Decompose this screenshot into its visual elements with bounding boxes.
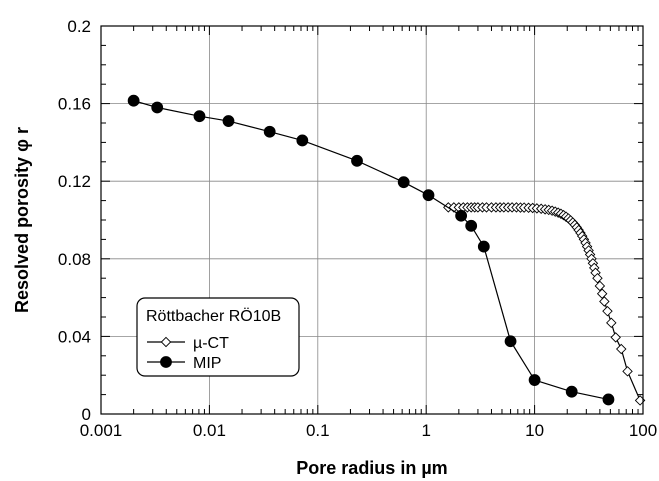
data-point-mip xyxy=(602,393,615,406)
data-point-micro-ct xyxy=(610,332,621,343)
data-point-mip xyxy=(296,134,309,147)
series-mip xyxy=(127,94,615,406)
series-line-mip xyxy=(133,100,609,401)
data-point-micro-ct xyxy=(622,366,633,377)
x-tick-label: 0.001 xyxy=(80,421,123,440)
data-point-micro-ct xyxy=(606,317,617,329)
legend-label-micro-ct: µ-CT xyxy=(193,335,229,352)
data-point-micro-ct xyxy=(594,280,606,292)
plot-frame xyxy=(100,25,644,415)
tick-labels: 0.001 0.01 0.1 1 10 100 0 0.04 0.08 0.12 0.16 0.2 xyxy=(58,17,657,440)
data-point-mip xyxy=(455,209,468,222)
y-tick-label: 0.2 xyxy=(67,17,91,36)
x-axis-title: Pore radius in µm xyxy=(296,458,447,478)
data-point-mip xyxy=(528,374,541,386)
y-tick-label: 0.04 xyxy=(58,327,91,346)
legend-label-mip: MIP xyxy=(193,355,221,372)
y-tick-label: 0.16 xyxy=(58,95,91,114)
legend-box xyxy=(136,297,300,377)
data-point-mip xyxy=(351,154,363,167)
data-point-mip xyxy=(477,240,490,253)
x-tick-label: 100 xyxy=(629,421,657,440)
series-layer xyxy=(127,94,646,406)
data-point-micro-ct xyxy=(602,305,613,317)
x-tick-label: 0.1 xyxy=(306,421,330,440)
y-tick-label: 0 xyxy=(82,405,91,424)
data-point-mip xyxy=(504,335,517,348)
legend-marker-micro-ct xyxy=(160,336,172,348)
data-point-mip xyxy=(565,385,578,398)
data-point-micro-ct xyxy=(616,343,627,355)
legend-title: Röttbacher RÖ10B xyxy=(146,307,281,325)
data-point-mip xyxy=(222,115,235,127)
y-axis-title: Resolved porosity φ r xyxy=(12,127,32,313)
legend: Röttbacher RÖ10B µ-CT MIP xyxy=(136,297,300,377)
x-tick-label: 10 xyxy=(525,421,544,440)
x-tick-label: 1 xyxy=(421,421,430,440)
data-point-mip xyxy=(465,219,478,232)
y-tick-label: 0.08 xyxy=(58,250,91,269)
series-micro-ct xyxy=(443,202,646,406)
data-point-micro-ct xyxy=(596,288,608,299)
x-tick-label: 0.01 xyxy=(193,421,226,440)
legend-entries: µ-CT MIP xyxy=(147,335,229,372)
data-point-mip xyxy=(263,125,276,138)
data-point-mip xyxy=(422,189,435,202)
legend-marker-mip xyxy=(160,356,172,368)
data-point-mip xyxy=(397,176,410,189)
data-point-mip xyxy=(151,101,164,114)
y-tick-label: 0.12 xyxy=(58,172,91,191)
data-point-mip xyxy=(193,110,206,123)
data-point-micro-ct xyxy=(592,272,603,284)
data-point-mip xyxy=(127,94,140,107)
data-point-micro-ct xyxy=(599,296,610,307)
